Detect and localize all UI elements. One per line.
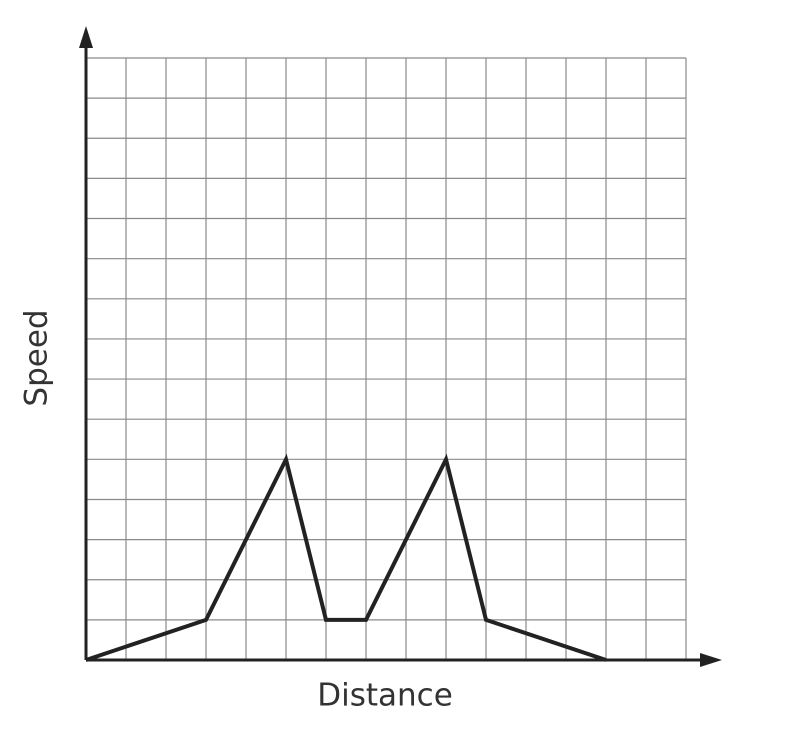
x-axis-arrow — [700, 653, 722, 667]
grid — [85, 57, 687, 661]
x-axis-label: Distance — [317, 678, 453, 714]
y-axis-label: Speed — [19, 309, 55, 406]
y-axis-arrow — [79, 26, 93, 48]
data-line — [85, 453, 607, 662]
